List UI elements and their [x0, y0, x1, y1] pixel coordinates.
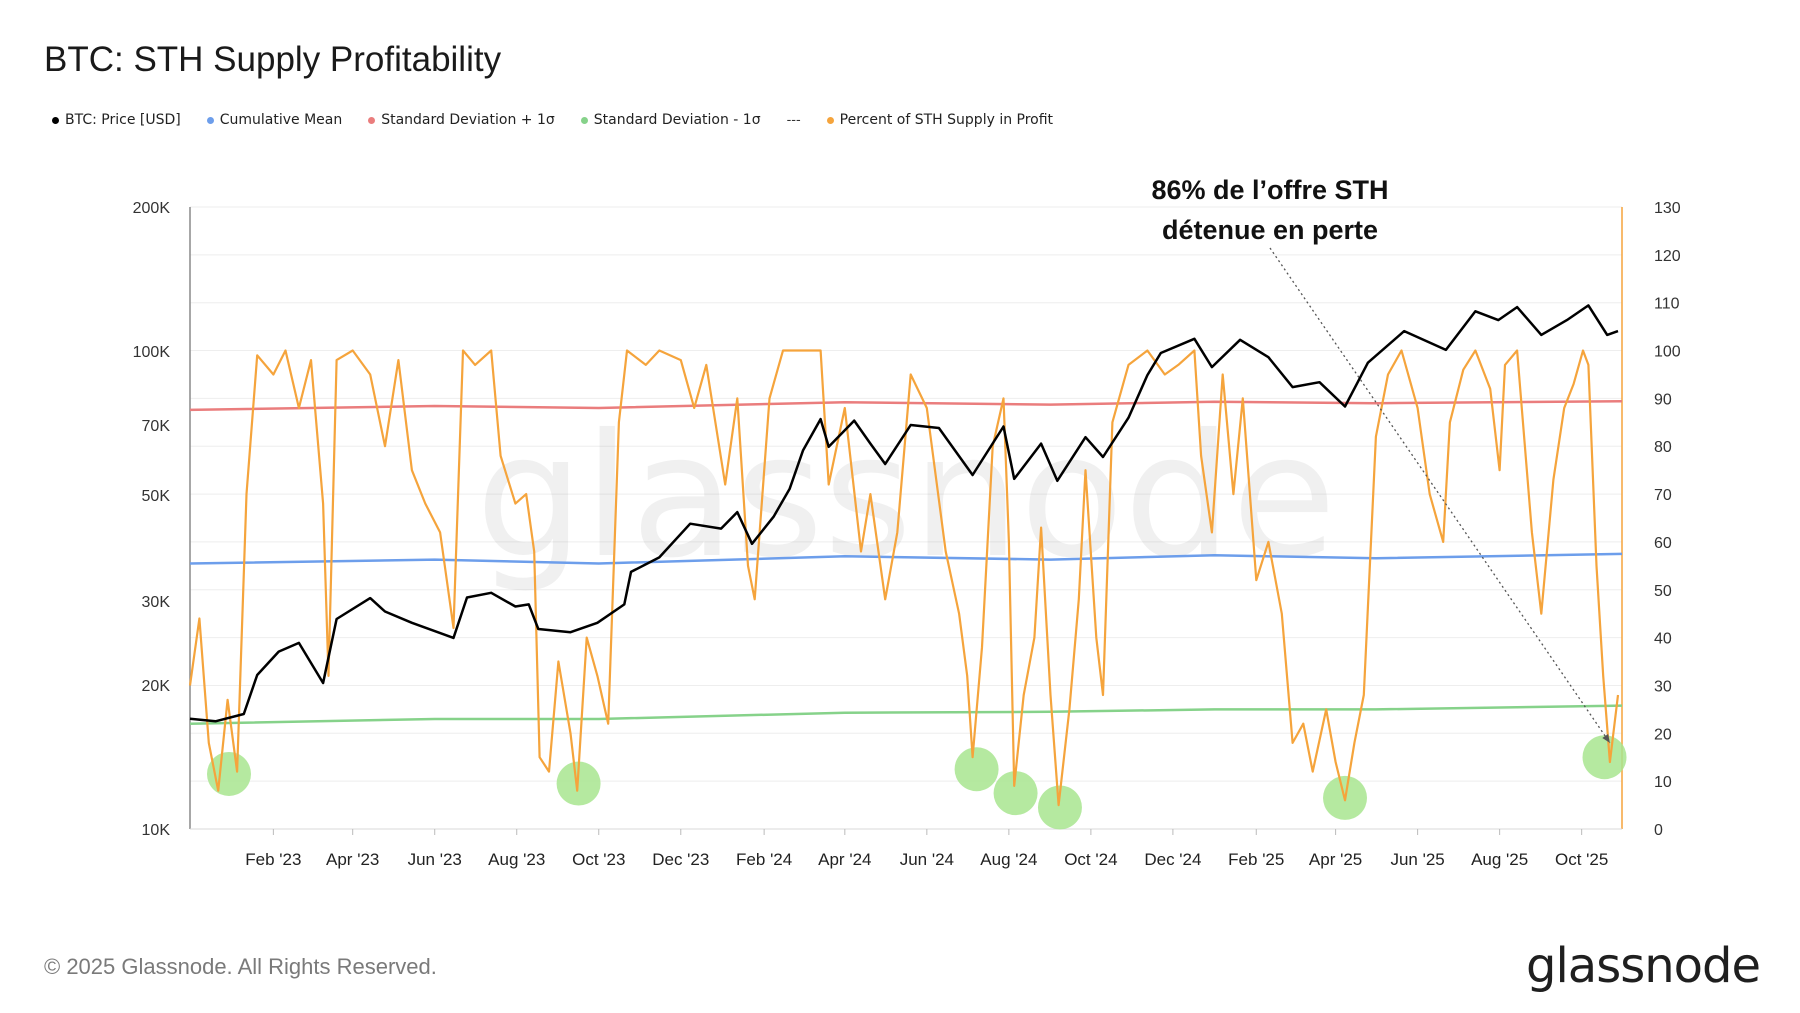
x-axis-tick-label: Dec '24 [1144, 850, 1201, 869]
glassnode-logo: glassnode [1525, 938, 1761, 994]
x-axis-tick-label: Aug '24 [980, 850, 1037, 869]
x-axis-tick-label: Jun '23 [408, 850, 462, 869]
legend-label-mean: Cumulative Mean [219, 112, 343, 128]
x-axis-tick-label: Oct '23 [572, 850, 625, 869]
annotation-arrow-line [1269, 247, 1611, 744]
highlight-circle [954, 747, 999, 792]
right-axis-tick-label: 100 [1654, 344, 1681, 361]
x-axis-tick-label: Aug '25 [1471, 850, 1528, 869]
highlight-circle [1582, 735, 1627, 780]
left-axis-tick-label: 30K [142, 594, 171, 611]
legend-item-price[interactable]: BTC: Price [USD] [52, 112, 181, 128]
legend-dot-mean [206, 116, 214, 124]
legend-item-mean[interactable]: Cumulative Mean [206, 112, 343, 128]
legend-dot-lower [580, 116, 588, 124]
highlight-circle [993, 771, 1038, 816]
legend-item-separator: --- [787, 113, 801, 128]
right-axis-tick-label: 80 [1654, 439, 1672, 456]
legend-item-profit[interactable]: Percent of STH Supply in Profit [826, 112, 1054, 128]
legend-label-profit: Percent of STH Supply in Profit [839, 112, 1054, 128]
left-axis-tick-label: 10K [142, 822, 171, 839]
right-axis-tick-label: 40 [1654, 631, 1672, 648]
right-axis-tick-label: 20 [1654, 726, 1672, 743]
right-axis-tick-label: 0 [1654, 822, 1663, 839]
x-axis-tick-label: Oct '24 [1064, 850, 1117, 869]
x-axis-tick-label: Feb '24 [736, 850, 792, 869]
annotation-line-2: détenue en perte [1161, 215, 1379, 245]
series-sth-profit [188, 349, 1620, 807]
legend-dot-price [52, 116, 59, 124]
x-axis-tick-label: Feb '25 [1228, 850, 1284, 869]
legend-separator: --- [786, 112, 801, 128]
left-axis-tick-label: 100K [133, 344, 171, 361]
right-axis-tick-label: 50 [1654, 583, 1672, 600]
left-axis-tick-label: 50K [142, 488, 171, 505]
right-axis-tick-label: 110 [1654, 296, 1680, 313]
legend-dot-upper [368, 116, 376, 124]
legend-item-upper[interactable]: Standard Deviation + 1σ [368, 112, 555, 128]
x-axis-tick-label: Feb '23 [245, 850, 301, 869]
x-axis-tick-label: Aug '23 [488, 850, 545, 869]
left-axis-tick-label: 20K [142, 678, 171, 695]
highlight-circle [1037, 785, 1082, 830]
legend-dot-profit [826, 116, 834, 124]
series-std-minus [189, 704, 1623, 725]
highlight-circle [206, 751, 251, 796]
annotation-line-1: 86% de l’offre STH [1151, 175, 1389, 205]
legend-label-upper: Standard Deviation + 1σ [381, 112, 555, 128]
annotation-arrow-head [1602, 734, 1610, 743]
left-axis-tick-label: 200K [133, 200, 171, 217]
left-axis-tick-label: 70K [142, 418, 171, 435]
right-axis-tick-label: 30 [1654, 678, 1672, 695]
x-axis-tick-label: Apr '23 [326, 850, 379, 869]
chart-title: BTC: STH Supply Profitability [44, 40, 502, 79]
x-axis-tick-label: Apr '24 [818, 850, 871, 869]
x-axis-tick-label: Jun '24 [900, 850, 954, 869]
legend: BTC: Price [USD] Cumulative Mean Standar… [52, 112, 1053, 128]
legend-label-lower: Standard Deviation - 1σ [593, 112, 761, 128]
copyright-footer: © 2025 Glassnode. All Rights Reserved. [44, 954, 437, 979]
x-axis-tick-label: Apr '25 [1309, 850, 1362, 869]
x-axis-tick-label: Oct '25 [1555, 850, 1608, 869]
right-axis-tick-label: 90 [1654, 391, 1672, 408]
legend-item-lower[interactable]: Standard Deviation - 1σ [580, 112, 761, 128]
x-axis-tick-label: Jun '25 [1390, 850, 1444, 869]
right-axis-tick-label: 130 [1654, 200, 1681, 217]
x-axis-tick-label: Dec '23 [652, 850, 709, 869]
right-axis-tick-label: 70 [1654, 487, 1672, 504]
right-axis-tick-label: 120 [1654, 248, 1681, 265]
series-btc-price [189, 304, 1619, 723]
annotation-text: 86% de l’offre STH détenue en perte [1110, 170, 1430, 250]
right-axis-tick-label: 10 [1654, 774, 1672, 791]
legend-label-price: BTC: Price [USD] [65, 112, 181, 128]
right-axis-tick-label: 60 [1654, 535, 1672, 552]
